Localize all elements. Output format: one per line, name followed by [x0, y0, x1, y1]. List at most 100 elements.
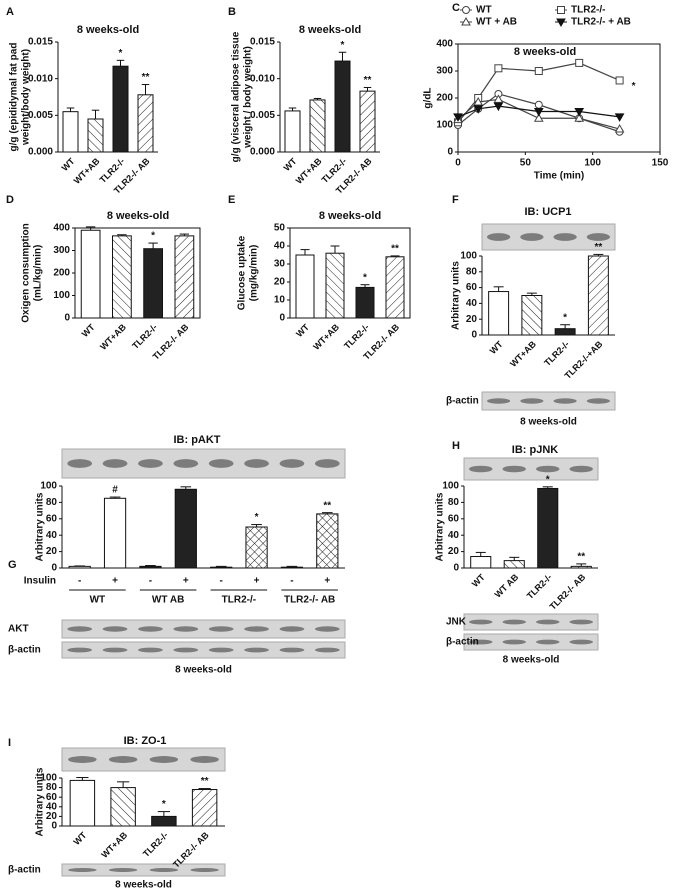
bar [137, 94, 154, 153]
y-tick-label: 100 [40, 773, 57, 784]
bar [355, 286, 375, 319]
blot-band [138, 647, 163, 653]
y-axis-label: g/g (visceral adipose tissue [231, 31, 242, 162]
blot-top-band [173, 459, 199, 468]
x-tick-label: + [324, 576, 330, 587]
bar [488, 291, 510, 336]
panel-letter: E [228, 194, 235, 206]
y-tick-label: 0.005 [250, 110, 275, 121]
bar [334, 60, 351, 153]
y-tick-label: 80 [448, 497, 460, 508]
bar [587, 255, 609, 336]
blot-label: JNK [446, 617, 467, 628]
blot-top-band [520, 233, 544, 241]
y-tick-label: 60 [466, 282, 478, 293]
blot-band [138, 626, 163, 632]
blot-band [67, 626, 93, 632]
y-tick-label: 300 [53, 245, 70, 256]
x-tick-label: WT [80, 322, 97, 339]
blot-band [502, 619, 526, 625]
x-tick-label: WT [488, 339, 505, 356]
blot-top-band [502, 465, 526, 473]
x-tick-label: - [78, 576, 81, 587]
blot-band [102, 647, 128, 653]
marker [473, 105, 484, 114]
bar [143, 248, 163, 319]
chart-title: IB: ZO-1 [124, 735, 167, 747]
bar [112, 235, 132, 319]
legend-marker [557, 6, 565, 14]
x-tick-label: TLR2-/- [342, 322, 371, 351]
annotation: * [563, 312, 567, 323]
bar [103, 497, 127, 569]
legend-label: WT + AB [476, 17, 517, 28]
blot-band [102, 626, 128, 632]
blot-band [208, 647, 234, 653]
y-tick-label: 20 [466, 314, 478, 325]
y-tick-label: 60 [46, 792, 58, 803]
bar [570, 565, 592, 569]
blot-band [586, 398, 611, 404]
plot-frame [289, 227, 411, 319]
annotation: * [546, 474, 550, 485]
y-tick-label: 40 [466, 298, 478, 309]
bar [68, 565, 91, 569]
y-tick-label: 40 [448, 530, 460, 541]
y-tick-label: 0 [64, 313, 70, 324]
y-tick-label: 0.005 [28, 110, 53, 121]
blot-top-band [108, 756, 138, 763]
annotation: ** [323, 500, 331, 511]
chart-title: 8 weeks-old [514, 46, 576, 58]
blot-top-band [149, 756, 179, 763]
marker [615, 76, 624, 85]
y-tick-label: 20 [274, 277, 286, 288]
x-tick-label: + [183, 576, 189, 587]
annotation: * [255, 512, 259, 523]
blot-band [502, 639, 526, 645]
annotation: ** [142, 72, 150, 83]
blot [481, 391, 616, 411]
chart-title: IB: UCP1 [524, 206, 571, 218]
bar [80, 229, 101, 319]
annotation: ** [577, 552, 585, 563]
blot-band [244, 626, 269, 632]
blot-band [173, 626, 199, 632]
x-tick-label: - [149, 576, 152, 587]
y-tick-label: 0 [447, 147, 453, 158]
bar [295, 254, 315, 319]
marker [614, 124, 625, 133]
panel-letter: B [228, 6, 236, 18]
marker [473, 97, 484, 106]
blot-label: AKT [8, 624, 29, 635]
blot-band [208, 626, 234, 632]
y-tick-label: 40 [46, 801, 58, 812]
blot [61, 863, 226, 877]
footer: 8 weeks-old [115, 880, 172, 890]
bar [503, 560, 525, 569]
blot-band [569, 639, 593, 645]
bar [316, 513, 339, 569]
y-tick-label: 100 [436, 120, 453, 131]
legend-label: TLR2-/- [571, 5, 605, 16]
panel-letter: F [452, 194, 459, 206]
blot-band [108, 868, 138, 872]
x-tick-label: + [112, 576, 118, 587]
blot-band [536, 639, 560, 645]
blot-band [67, 647, 93, 653]
x-tick-label: 150 [652, 158, 669, 169]
annotation: ** [594, 242, 602, 253]
x-tick-label: 50 [520, 158, 532, 169]
x-tick-label: - [220, 576, 223, 587]
blot-top-band [569, 465, 593, 473]
bar [151, 815, 177, 827]
chart-title: IB: pJNK [512, 444, 559, 456]
y-axis-label: g/g (epididymal fat pad [9, 43, 20, 152]
blot-band [279, 647, 305, 653]
blot-top-band [536, 465, 560, 473]
blot-band [190, 868, 219, 872]
x-tick-label: 0 [455, 158, 461, 169]
blot-band [244, 647, 269, 653]
blot-top-band [244, 459, 269, 468]
x-axis-label: Time (min) [534, 171, 584, 182]
x-tick-label: WT+AB [294, 156, 324, 186]
